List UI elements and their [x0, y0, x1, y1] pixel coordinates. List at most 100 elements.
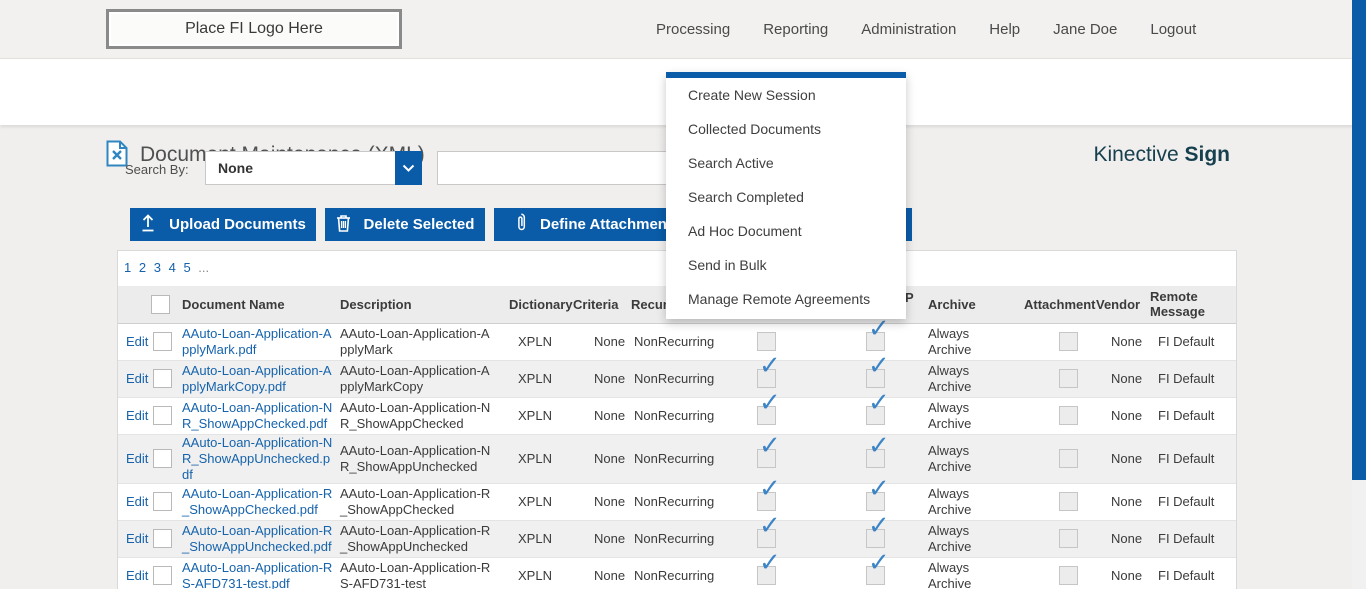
- page-link-4[interactable]: 4: [168, 260, 176, 275]
- vendor-cell: None: [1094, 434, 1150, 484]
- scrollbar-thumb[interactable]: [1352, 0, 1366, 480]
- dictionary-cell: XPLN: [503, 483, 568, 521]
- row-select-checkbox[interactable]: [153, 566, 172, 585]
- attachment-checkbox[interactable]: [1059, 369, 1078, 388]
- edit-link[interactable]: Edit: [126, 450, 149, 466]
- edit-link[interactable]: Edit: [126, 407, 149, 423]
- recurring-cell: NonRecurring: [628, 434, 739, 484]
- attachment-checkbox[interactable]: [1059, 332, 1078, 351]
- criteria-cell: None: [568, 434, 628, 484]
- menu-item-send-in-bulk[interactable]: Send in Bulk: [688, 257, 767, 273]
- row-select-checkbox[interactable]: [153, 332, 172, 351]
- option-a-checkbox[interactable]: [757, 332, 776, 351]
- page-link-2[interactable]: 2: [138, 260, 147, 275]
- option-b-checkbox[interactable]: [866, 437, 890, 468]
- edit-link[interactable]: Edit: [126, 493, 149, 509]
- option-b-checkbox[interactable]: [866, 554, 890, 585]
- edit-link[interactable]: Edit: [126, 370, 149, 386]
- document-name-link[interactable]: AAuto-Loan-Application-RS-AFD731-test.pd…: [182, 559, 333, 589]
- option-a-checkbox[interactable]: [757, 480, 781, 511]
- pagination-ellipsis[interactable]: ...: [198, 260, 210, 275]
- option-a-checkbox[interactable]: [757, 394, 781, 425]
- row-select-checkbox[interactable]: [153, 492, 172, 511]
- page-link-1[interactable]: 1: [124, 260, 132, 275]
- description-cell: AAuto-Loan-Application-R_ShowAppUnchecke…: [340, 520, 503, 558]
- option-a-checkbox[interactable]: [757, 554, 781, 585]
- description-cell: AAuto-Loan-Application-NR_ShowAppUncheck…: [340, 434, 503, 484]
- criteria-cell: None: [568, 520, 628, 558]
- fi-logo-placeholder[interactable]: Place FI Logo Here: [106, 9, 402, 49]
- scrollbar-track[interactable]: [1352, 0, 1366, 589]
- clipped-column-header: P: [905, 290, 914, 305]
- search-input[interactable]: [437, 151, 699, 185]
- option-b-checkbox[interactable]: [866, 480, 890, 511]
- dictionary-cell: XPLN: [503, 323, 568, 361]
- brand-logo: Kinective Sign: [1093, 143, 1230, 167]
- archive-cell: Always Archive: [921, 323, 1014, 361]
- attachment-checkbox[interactable]: [1059, 566, 1078, 585]
- remote-message-cell: FI Default: [1150, 434, 1236, 484]
- option-b-checkbox[interactable]: [866, 517, 890, 548]
- option-b-checkbox[interactable]: [866, 357, 890, 388]
- criteria-cell: None: [568, 323, 628, 361]
- menu-item-ad-hoc-document[interactable]: Ad Hoc Document: [688, 223, 802, 239]
- menu-item-search-active[interactable]: Search Active: [688, 155, 774, 171]
- option-b-checkbox[interactable]: [866, 394, 890, 425]
- menu-item-search-completed[interactable]: Search Completed: [688, 189, 804, 205]
- select-dropdown-button[interactable]: [395, 151, 422, 185]
- remote-message-cell: FI Default: [1150, 520, 1236, 558]
- recurring-cell: NonRecurring: [628, 520, 739, 558]
- select-all-checkbox[interactable]: [151, 294, 170, 314]
- option-a-checkbox[interactable]: [757, 437, 781, 468]
- header-archive: Archive: [921, 286, 1014, 324]
- row-select-checkbox[interactable]: [153, 406, 172, 425]
- edit-link[interactable]: Edit: [126, 530, 149, 546]
- option-a-checkbox[interactable]: [757, 357, 781, 388]
- nav-item-reporting[interactable]: Reporting: [763, 21, 829, 38]
- attachment-checkbox[interactable]: [1059, 449, 1078, 468]
- documents-table-container: 1 2 3 4 5 ... P Document Name Descriptio…: [117, 250, 1237, 589]
- nav-item-user[interactable]: Jane Doe: [1053, 21, 1118, 38]
- nav-item-processing[interactable]: Processing: [656, 21, 731, 38]
- archive-cell: Always Archive: [921, 434, 1014, 484]
- menu-item-collected-documents[interactable]: Collected Documents: [688, 121, 822, 137]
- fi-logo-text: Place FI Logo Here: [185, 20, 323, 37]
- delete-selected-button[interactable]: Delete Selected: [325, 208, 485, 241]
- description-cell: AAuto-Loan-Application-R_ShowAppChecked: [340, 483, 503, 521]
- search-by-select[interactable]: None: [205, 151, 422, 185]
- recurring-cell: NonRecurring: [628, 483, 739, 521]
- option-a-checkbox[interactable]: [757, 517, 781, 548]
- row-select-checkbox[interactable]: [153, 369, 172, 388]
- page-link-3[interactable]: 3: [153, 260, 161, 275]
- attachment-checkbox[interactable]: [1059, 529, 1078, 548]
- recurring-cell: NonRecurring: [628, 323, 739, 361]
- description-cell: AAuto-Loan-Application-ApplyMark: [340, 323, 503, 361]
- nav-item-logout[interactable]: Logout: [1150, 21, 1197, 38]
- edit-link[interactable]: Edit: [126, 333, 149, 349]
- table-row: Edit AAuto-Loan-Application-R_ShowAppUnc…: [118, 517, 1236, 558]
- header-dictionary: Dictionary: [503, 286, 573, 324]
- document-xml-icon: [106, 140, 128, 172]
- attachment-checkbox[interactable]: [1059, 406, 1078, 425]
- attachment-checkbox[interactable]: [1059, 492, 1078, 511]
- upload-documents-button[interactable]: Upload Documents: [130, 208, 316, 241]
- nav-item-administration[interactable]: Administration: [861, 21, 957, 38]
- page-link-5[interactable]: 5: [183, 260, 191, 275]
- menu-item-create-new-session[interactable]: Create New Session: [688, 87, 816, 103]
- document-name-link[interactable]: AAuto-Loan-Application-NR_ShowAppUncheck…: [182, 434, 333, 482]
- document-name-link[interactable]: AAuto-Loan-Application-R_ShowAppUnchecke…: [182, 522, 333, 554]
- document-name-link[interactable]: AAuto-Loan-Application-NR_ShowAppChecked…: [182, 399, 333, 431]
- document-name-link[interactable]: AAuto-Loan-Application-ApplyMarkCopy.pdf: [182, 362, 332, 394]
- archive-cell: Always Archive: [921, 397, 1014, 435]
- row-select-checkbox[interactable]: [153, 449, 172, 468]
- option-b-checkbox[interactable]: [866, 320, 890, 351]
- document-name-link[interactable]: AAuto-Loan-Application-ApplyMark.pdf: [182, 325, 332, 357]
- row-select-checkbox[interactable]: [153, 529, 172, 548]
- edit-link[interactable]: Edit: [126, 567, 149, 583]
- menu-item-manage-remote-agreements[interactable]: Manage Remote Agreements: [688, 291, 871, 307]
- nav-item-help[interactable]: Help: [989, 21, 1021, 38]
- vendor-cell: None: [1094, 360, 1150, 398]
- dictionary-cell: XPLN: [503, 557, 568, 589]
- document-name-link[interactable]: AAuto-Loan-Application-R_ShowAppChecked.…: [182, 485, 333, 517]
- trash-icon: [336, 214, 351, 236]
